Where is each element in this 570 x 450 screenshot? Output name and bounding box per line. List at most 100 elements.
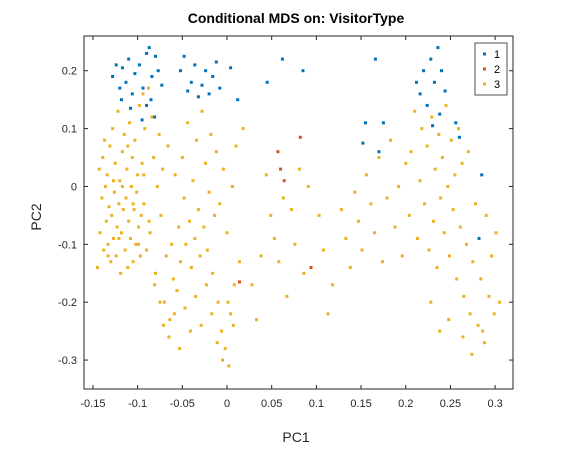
data-point-series-3 [209, 132, 213, 136]
data-point-series-3 [455, 277, 459, 281]
data-point-series-3 [204, 283, 208, 287]
data-point-series-3 [444, 103, 448, 107]
data-point-series-1 [154, 54, 157, 58]
data-point-series-3 [230, 185, 234, 188]
data-point-series-1 [156, 69, 160, 73]
data-point-series-3 [433, 167, 437, 171]
data-point-series-3 [103, 138, 107, 142]
chart-title: Conditional MDS on: VisitorType [188, 10, 405, 26]
data-point-series-3 [158, 300, 162, 304]
data-point-series-3 [112, 237, 115, 240]
data-point-series-3 [126, 144, 130, 148]
data-point-series-3 [225, 231, 229, 235]
data-point-series-3 [306, 185, 310, 188]
data-point-series-3 [356, 219, 360, 223]
data-point-series-3 [178, 347, 182, 350]
data-point-series-1 [364, 121, 367, 125]
data-point-series-1 [153, 115, 157, 119]
data-point-series-3 [494, 231, 498, 235]
data-point-series-3 [146, 86, 150, 90]
data-point-series-1 [133, 72, 137, 76]
data-point-series-3 [120, 231, 123, 235]
data-point-series-3 [231, 323, 235, 327]
data-point-series-1 [415, 80, 418, 84]
data-point-series-3 [476, 323, 480, 327]
data-point-series-1 [214, 60, 218, 64]
data-point-series-1 [431, 124, 435, 128]
data-point-series-3 [196, 208, 200, 212]
data-point-series-3 [148, 231, 152, 235]
data-point-series-3 [415, 237, 419, 240]
data-point-series-3 [162, 300, 166, 304]
data-point-series-3 [143, 127, 147, 131]
data-point-series-1 [127, 57, 131, 61]
data-point-series-1 [120, 98, 123, 102]
data-point-series-3 [183, 306, 187, 310]
data-point-series-3 [120, 185, 124, 188]
data-point-series-3 [389, 138, 393, 142]
data-point-series-3 [147, 219, 151, 223]
data-point-series-3 [127, 219, 131, 223]
data-point-series-3 [139, 213, 143, 217]
data-point-series-1 [200, 83, 204, 87]
data-point-series-3 [97, 167, 101, 171]
data-point-series-3 [134, 242, 138, 246]
data-point-series-3 [186, 121, 190, 125]
data-point-series-3 [438, 329, 442, 333]
data-point-series-3 [120, 150, 124, 154]
data-point-series-3 [108, 144, 112, 148]
data-point-series-3 [177, 225, 181, 229]
data-point-series-3 [492, 312, 496, 316]
y-tick-label: 0 [71, 181, 77, 193]
data-point-series-1 [454, 121, 458, 125]
data-point-series-1 [443, 89, 447, 93]
data-point-series-3 [344, 237, 348, 240]
data-point-series-3 [103, 185, 107, 188]
data-point-series-3 [474, 202, 477, 206]
data-point-series-3 [205, 248, 209, 252]
data-point-series-3 [159, 213, 163, 217]
data-point-series-1 [373, 57, 377, 61]
data-point-series-1 [140, 118, 144, 122]
data-point-series-3 [423, 202, 426, 206]
data-point-series-3 [154, 271, 157, 275]
data-point-series-3 [425, 144, 429, 148]
data-point-series-1 [280, 57, 284, 61]
data-point-series-1 [150, 75, 154, 78]
data-point-series-3 [161, 167, 165, 171]
data-point-series-3 [369, 202, 373, 206]
data-point-series-3 [101, 156, 105, 159]
data-point-series-1 [130, 92, 134, 96]
data-point-series-3 [162, 323, 165, 327]
x-tick-label: 0.3 [487, 398, 502, 410]
data-point-series-1 [182, 54, 186, 58]
data-point-series-3 [193, 237, 197, 240]
data-point-series-3 [104, 219, 108, 223]
data-point-series-3 [167, 335, 171, 339]
x-axis-label: PC1 [282, 429, 309, 445]
data-point-series-3 [202, 225, 206, 229]
data-point-series-1 [160, 83, 164, 87]
data-point-series-3 [498, 300, 502, 304]
data-point-series-3 [487, 294, 491, 298]
y-tick-label: -0.3 [58, 355, 77, 367]
data-point-series-3 [360, 248, 364, 252]
x-tick-label: 0.2 [398, 398, 413, 410]
data-point-series-3 [439, 196, 443, 200]
data-point-series-3 [98, 231, 102, 235]
data-point-series-3 [171, 277, 175, 281]
data-point-series-2 [298, 135, 302, 139]
data-point-series-3 [119, 271, 123, 275]
data-point-series-3 [471, 260, 475, 264]
data-point-series-3 [184, 242, 188, 246]
data-point-series-1 [381, 121, 385, 125]
data-point-series-3 [138, 254, 142, 258]
data-point-series-3 [116, 109, 120, 113]
data-point-series-3 [407, 213, 411, 217]
data-point-series-3 [373, 231, 376, 235]
data-point-series-3 [136, 173, 140, 177]
data-point-series-3 [457, 127, 460, 131]
data-point-series-3 [111, 127, 115, 131]
data-point-series-1 [147, 46, 151, 50]
data-point-series-3 [126, 266, 130, 269]
